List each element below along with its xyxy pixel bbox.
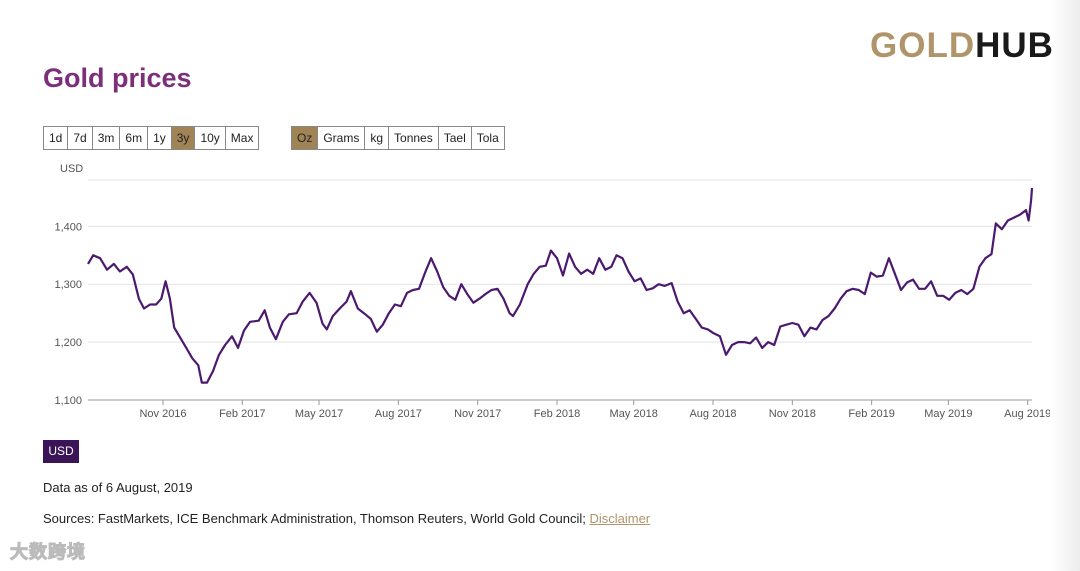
y-axis-ticks: 1,100 1,200 1,300 1,400	[54, 221, 82, 407]
data-as-of-text: Data as of 6 August, 2019	[43, 480, 193, 495]
x-tick-label: Feb 2018	[534, 408, 580, 420]
unit-button-oz[interactable]: Oz	[291, 126, 319, 150]
x-tick-label: May 2017	[295, 408, 343, 420]
currency-badge[interactable]: USD	[43, 440, 79, 463]
x-tick-label: May 2018	[610, 408, 658, 420]
unit-button-tonnes[interactable]: Tonnes	[388, 126, 439, 150]
price-series-line	[87, 188, 1034, 384]
unit-button-kg[interactable]: kg	[364, 126, 390, 150]
x-tick-label: Nov 2018	[769, 408, 816, 420]
watermark-text: 大数跨境	[10, 542, 86, 563]
grid-lines	[88, 179, 1032, 401]
x-tick-label: Aug 2017	[375, 408, 422, 420]
weight-unit-selector: Oz Grams kg Tonnes Tael Tola	[291, 126, 505, 150]
range-button-3m[interactable]: 3m	[91, 126, 121, 150]
gold-price-chart: USD 1,100 1,200 1,300 1,400 Nov 2016 Feb 201…	[54, 163, 1050, 420]
page-title: Gold prices	[43, 63, 192, 93]
sources-label: Sources: FastMarkets, ICE Benchmark Admi…	[43, 511, 590, 526]
x-tick-label: Feb 2017	[219, 408, 265, 420]
range-button-1d[interactable]: 1d	[43, 126, 69, 150]
range-button-3y[interactable]: 3y	[170, 126, 196, 150]
y-tick-label: 1,200	[54, 337, 82, 349]
x-tick-label: Feb 2019	[848, 408, 894, 420]
range-button-1y[interactable]: 1y	[147, 126, 172, 150]
range-button-max[interactable]: Max	[224, 126, 260, 150]
right-edge-shade	[1050, 0, 1080, 571]
unit-button-tola[interactable]: Tola	[470, 126, 505, 150]
y-tick-label: 1,300	[54, 279, 82, 291]
unit-button-grams[interactable]: Grams	[317, 126, 366, 150]
sources-text: Sources: FastMarkets, ICE Benchmark Admi…	[43, 511, 650, 526]
goldhub-logo[interactable]: GOLDHUB	[870, 26, 1054, 66]
x-tick-label: Nov 2017	[454, 408, 501, 420]
x-tick-label: Aug 2018	[689, 408, 736, 420]
y-axis-label: USD	[60, 163, 83, 175]
range-button-10y[interactable]: 10y	[194, 126, 226, 150]
y-tick-label: 1,400	[54, 221, 82, 233]
y-tick-label: 1,100	[54, 395, 82, 407]
x-tick-label: Nov 2016	[139, 408, 186, 420]
disclaimer-link[interactable]: Disclaimer	[589, 511, 651, 526]
range-button-7d[interactable]: 7d	[67, 126, 93, 150]
logo-hub-text: HUB	[975, 26, 1054, 65]
x-tick-label: Aug 2019	[1004, 408, 1050, 420]
logo-gold-text: GOLD	[870, 26, 976, 65]
unit-button-tael[interactable]: Tael	[437, 126, 472, 150]
x-axis-ticks: Nov 2016 Feb 2017 May 2017 Aug 2017 Nov 2017…	[139, 400, 1050, 420]
range-button-6m[interactable]: 6m	[119, 126, 149, 150]
time-range-selector: 1d 7d 3m 6m 1y 3y 10y Max	[43, 126, 260, 150]
x-tick-label: May 2019	[924, 408, 972, 420]
